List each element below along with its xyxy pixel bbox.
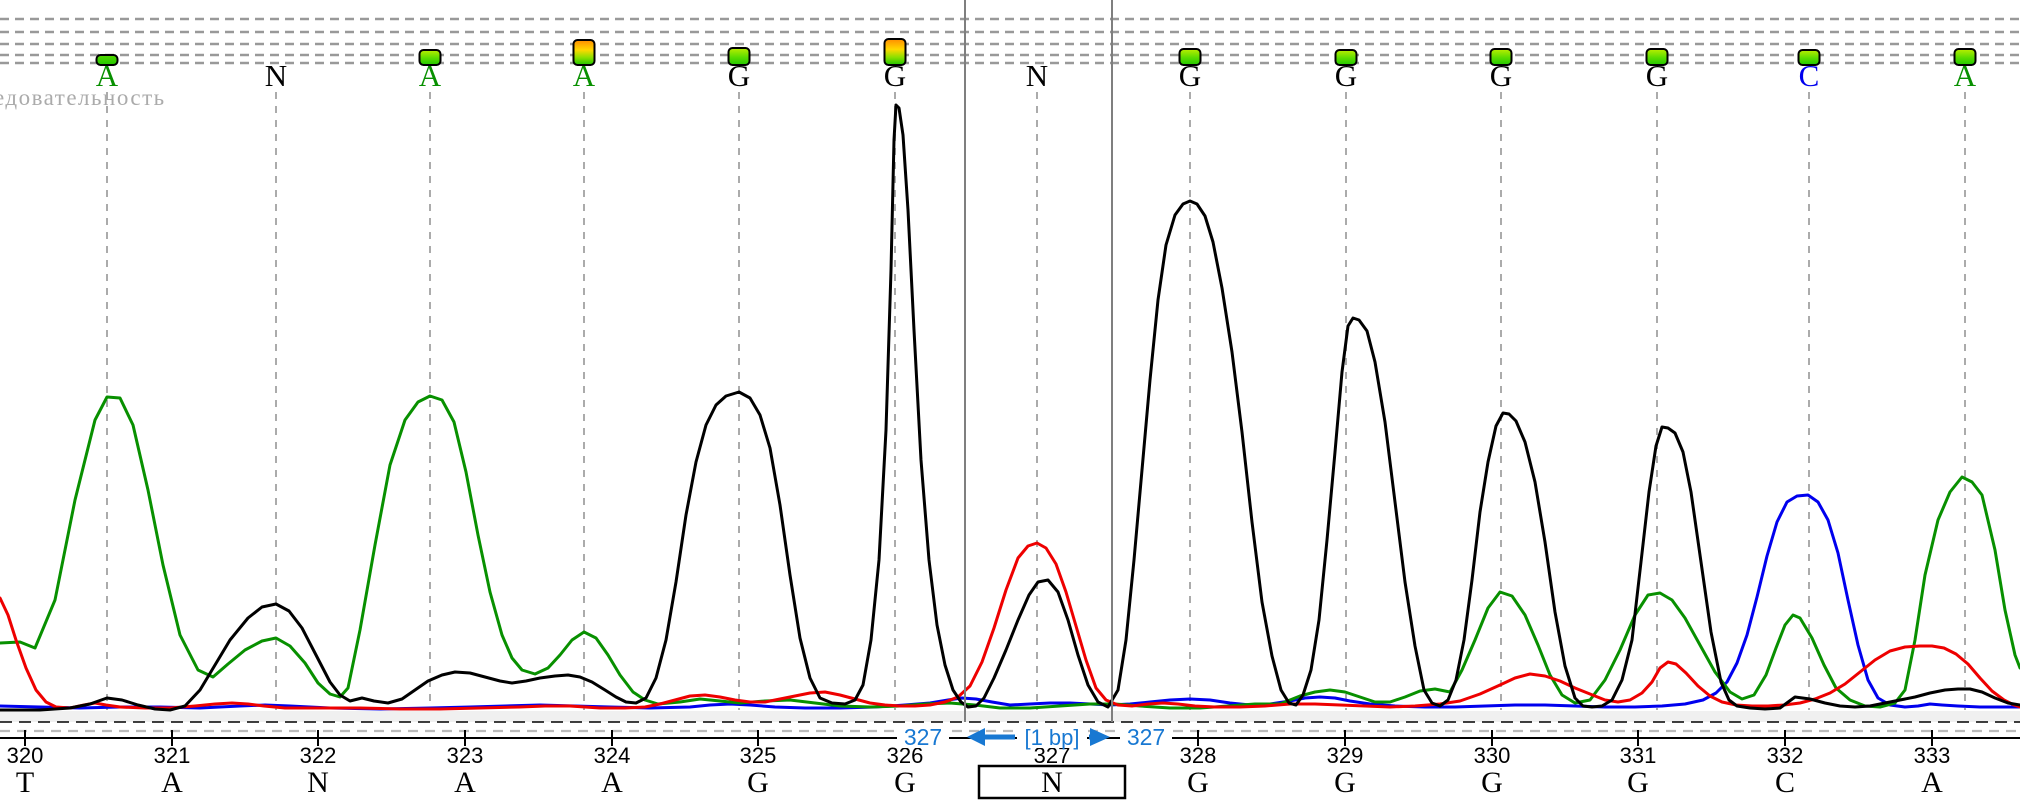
label-backplate [1017, 726, 1087, 748]
label-backplate [897, 726, 949, 748]
trace-G [0, 103, 2020, 712]
reference-base[interactable]: C [1775, 766, 1795, 799]
called-base-letter[interactable]: A [1954, 58, 1977, 93]
selection-end-label: 327 [1127, 724, 1165, 750]
called-base-letter[interactable]: A [419, 58, 442, 93]
selection-start-label: 327 [904, 724, 942, 750]
quality-bar [1334, 49, 1358, 66]
quality-bar [1178, 48, 1202, 66]
reference-base[interactable]: G [747, 766, 769, 799]
ambiguous-base-box[interactable] [977, 764, 1127, 800]
called-base-letter[interactable]: G [1646, 58, 1668, 93]
reference-base[interactable]: A [454, 766, 476, 799]
quality-bar [418, 49, 442, 66]
trace-plot-area[interactable] [0, 95, 2020, 710]
position-number: 331 [1620, 743, 1657, 768]
position-number: 323 [447, 743, 484, 768]
position-number: 333 [1914, 743, 1951, 768]
quality-bar [1489, 48, 1513, 66]
position-number: 329 [1327, 743, 1364, 768]
reference-base[interactable]: G [1187, 766, 1209, 799]
selection-length-label: [1 bp] [1024, 725, 1079, 750]
quality-bar [572, 39, 596, 66]
position-number: 321 [154, 743, 191, 768]
quality-bar [727, 47, 751, 66]
called-base-letter[interactable]: G [1179, 58, 1201, 93]
called-base-letter[interactable]: C [1799, 58, 1820, 93]
called-base-letter[interactable]: G [1335, 58, 1357, 93]
quality-bar [883, 38, 907, 66]
label-backplate [1120, 726, 1172, 748]
sequence-name-label: едовательность [0, 85, 166, 110]
reference-base[interactable]: A [601, 766, 623, 799]
position-number: 330 [1474, 743, 1511, 768]
position-number: 324 [594, 743, 631, 768]
called-base-letter[interactable]: N [1026, 58, 1048, 93]
position-number: 322 [300, 743, 337, 768]
quality-bar [1645, 48, 1669, 66]
quality-bar [95, 54, 119, 66]
quality-bar [1953, 48, 1977, 66]
baseline-band [0, 711, 2020, 722]
position-number: 325 [740, 743, 777, 768]
called-base-letter[interactable]: N [265, 58, 287, 93]
called-base-letter[interactable]: G [728, 58, 750, 93]
position-number: 328 [1180, 743, 1217, 768]
reference-base[interactable]: T [16, 766, 34, 799]
reference-base[interactable]: G [1627, 766, 1649, 799]
called-base-letter[interactable]: G [1490, 58, 1512, 93]
reference-base[interactable]: A [161, 766, 183, 799]
reference-base[interactable]: G [1481, 766, 1503, 799]
called-base-letter[interactable]: A [573, 58, 596, 93]
selection-arrow-head-left-icon [967, 728, 985, 746]
selection-arrow-head-right-icon [1090, 728, 1110, 746]
position-number: 320 [7, 743, 44, 768]
called-base-letter[interactable]: A [96, 58, 119, 93]
reference-base[interactable]: G [894, 766, 916, 799]
position-number: 332 [1767, 743, 1804, 768]
called-base-letter[interactable]: G [884, 58, 906, 93]
reference-base[interactable]: N [307, 766, 329, 799]
quality-bar [1797, 49, 1821, 66]
reference-base[interactable]: A [1921, 766, 1943, 799]
trace-A [0, 394, 2020, 710]
reference-base[interactable]: N [1041, 766, 1063, 799]
reference-base[interactable]: G [1334, 766, 1356, 799]
